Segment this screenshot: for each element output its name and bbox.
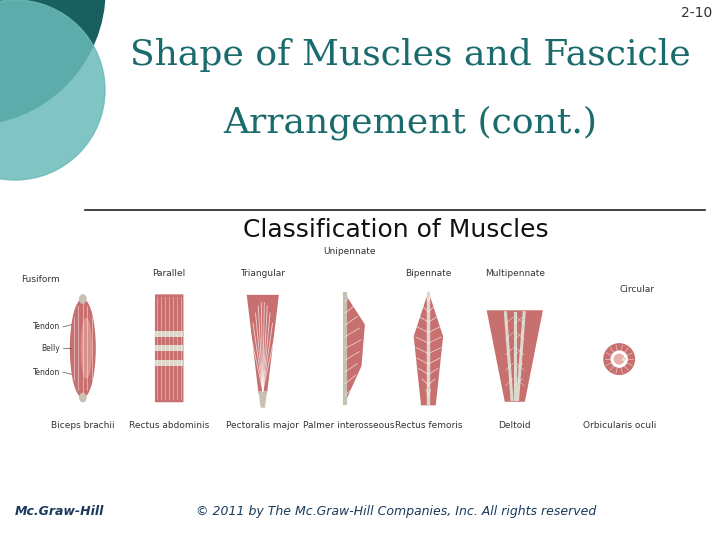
Text: Rectus abdominis: Rectus abdominis (129, 421, 210, 430)
Text: Belly: Belly (41, 344, 60, 353)
Text: © 2011 by The Mc.Graw-Hill Companies, Inc. All rights reserved: © 2011 by The Mc.Graw-Hill Companies, In… (196, 505, 596, 518)
Text: Multipennate: Multipennate (485, 269, 545, 278)
Ellipse shape (81, 319, 91, 378)
Text: Classification of Muscles: Classification of Muscles (243, 218, 549, 242)
Text: Shape of Muscles and Fascicle: Shape of Muscles and Fascicle (130, 38, 690, 72)
Circle shape (0, 0, 105, 125)
FancyBboxPatch shape (155, 294, 184, 402)
Text: Fusiform: Fusiform (21, 275, 60, 284)
Text: Orbicularis oculi: Orbicularis oculi (582, 421, 656, 430)
Text: Palmer interosseous: Palmer interosseous (303, 421, 395, 430)
Ellipse shape (80, 394, 86, 402)
Text: Arrangement (cont.): Arrangement (cont.) (223, 105, 598, 139)
Circle shape (614, 354, 624, 364)
Text: Deltoid: Deltoid (498, 421, 531, 430)
Text: Pectoralis major: Pectoralis major (226, 421, 300, 430)
Text: Circular: Circular (619, 285, 654, 294)
Polygon shape (258, 391, 267, 408)
Polygon shape (487, 310, 543, 402)
Text: 2-10: 2-10 (680, 6, 712, 20)
Ellipse shape (71, 300, 95, 397)
Text: Tendon: Tendon (32, 322, 60, 332)
Polygon shape (414, 291, 443, 406)
Bar (156, 360, 183, 366)
Ellipse shape (80, 295, 86, 303)
Circle shape (611, 351, 627, 367)
Text: Biceps brachii: Biceps brachii (51, 421, 114, 430)
Circle shape (0, 0, 105, 180)
Polygon shape (344, 293, 365, 404)
Bar (156, 346, 183, 352)
Bar (156, 331, 183, 337)
Text: Rectus femoris: Rectus femoris (395, 421, 462, 430)
Circle shape (604, 344, 634, 374)
Text: Unipennate: Unipennate (323, 247, 375, 256)
Ellipse shape (622, 358, 626, 360)
Text: Parallel: Parallel (153, 269, 186, 278)
Polygon shape (247, 295, 279, 394)
Text: Tendon: Tendon (32, 368, 60, 376)
Text: Bipennate: Bipennate (405, 269, 451, 278)
Text: Triangular: Triangular (240, 269, 285, 278)
Text: Mc.Graw-Hill: Mc.Graw-Hill (14, 505, 104, 518)
